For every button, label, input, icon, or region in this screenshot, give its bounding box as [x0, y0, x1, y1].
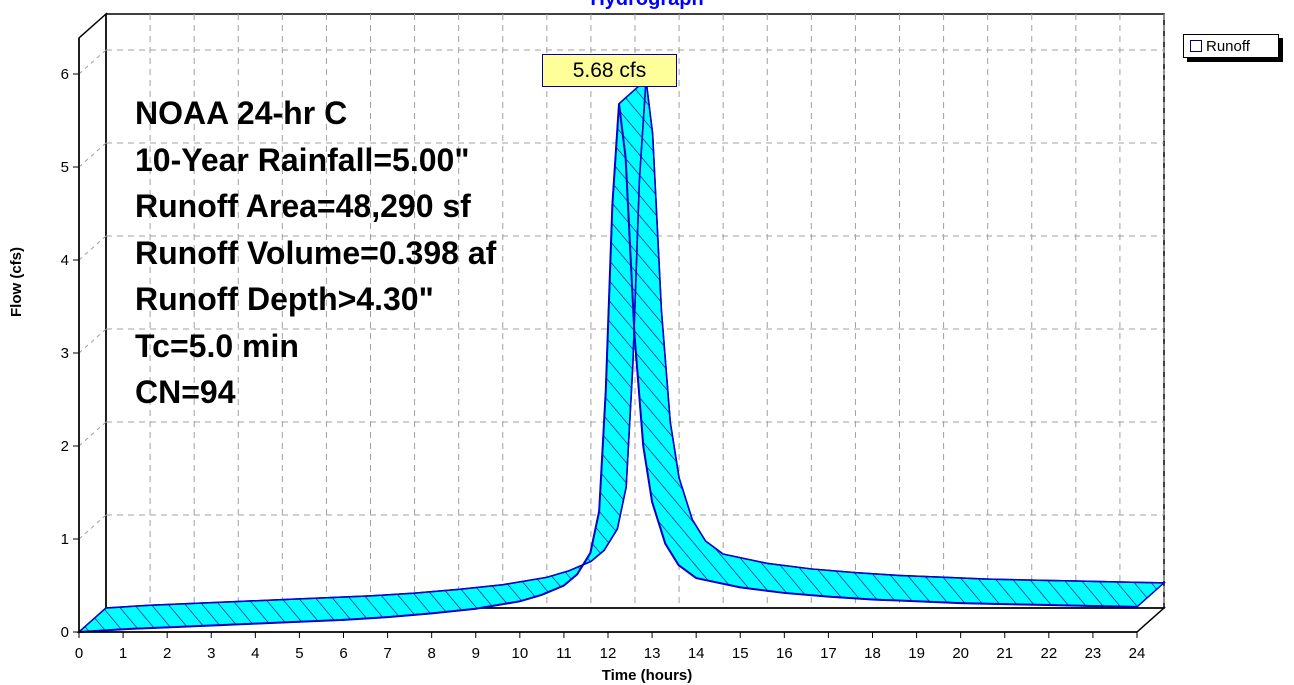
annotation-volume: Runoff Volume=0.398 af — [135, 234, 497, 271]
x-tick-label: 15 — [732, 645, 749, 662]
x-tick-label: 23 — [1085, 645, 1102, 662]
x-tick-label: 1 — [119, 645, 127, 662]
x-tick-label: 5 — [295, 645, 303, 662]
x-tick-label: 11 — [556, 645, 572, 662]
x-tick-label: 14 — [688, 645, 705, 662]
x-axis-label: Time (hours) — [601, 667, 693, 684]
annotation-tc: Tc=5.0 min — [135, 327, 299, 364]
grid-line-side — [78, 142, 107, 168]
x-tick-label: 24 — [1129, 645, 1146, 662]
y-tick-label: 1 — [61, 531, 69, 548]
x-tick-label: 17 — [820, 645, 837, 662]
y-tick-label: 6 — [61, 66, 69, 83]
grid-line-side — [78, 49, 107, 75]
annotation-rainfall: 10-Year Rainfall=5.00" — [135, 141, 470, 178]
grid-line-side — [78, 514, 107, 540]
annotation-storm: NOAA 24-hr C — [135, 95, 348, 131]
x-tick-label: 19 — [908, 645, 925, 662]
x-tick-label: 12 — [600, 645, 617, 662]
legend-label-runoff: Runoff — [1206, 37, 1250, 55]
x-tick-label: 18 — [864, 645, 881, 662]
y-tick-label: 5 — [61, 159, 69, 176]
runoff-line-front — [78, 103, 1138, 633]
x-tick-label: 0 — [75, 645, 83, 662]
chart-title: Hydrograph — [0, 0, 1294, 11]
annotation-block: NOAA 24-hr C 10-Year Rainfall=5.00" Runo… — [135, 90, 496, 416]
annotation-area: Runoff Area=48,290 sf — [135, 188, 471, 224]
y-axis-label: Flow (cfs) — [8, 247, 25, 317]
peak-flow-callout: 5.68 cfs — [542, 54, 677, 87]
x-tick-label: 7 — [383, 645, 391, 662]
legend: Runoff — [1183, 34, 1279, 58]
y-tick-label: 4 — [61, 252, 69, 269]
annotation-depth: Runoff Depth>4.30" — [135, 281, 434, 317]
x-tick-label: 16 — [776, 645, 793, 662]
left-wall — [78, 12, 107, 634]
x-tick-label: 10 — [511, 645, 528, 662]
runoff-line-back — [105, 79, 1165, 609]
x-tick-label: 22 — [1040, 645, 1057, 662]
legend-swatch-runoff — [1190, 40, 1202, 52]
grid-line-side — [78, 421, 107, 447]
x-tick-label: 8 — [427, 645, 435, 662]
y-tick-label: 0 — [61, 624, 69, 641]
x-tick-label: 13 — [644, 645, 661, 662]
y-tick-label: 2 — [61, 438, 69, 455]
y-tick-label: 3 — [61, 345, 69, 362]
x-tick-label: 21 — [996, 645, 1013, 662]
annotation-cn: CN=94 — [135, 374, 236, 410]
x-tick-label: 2 — [163, 645, 171, 662]
x-tick-label: 3 — [207, 645, 215, 662]
x-tick-label: 4 — [251, 645, 259, 662]
x-tick-label: 20 — [952, 645, 969, 662]
x-tick-label: 6 — [339, 645, 347, 662]
grid-line-side — [78, 328, 107, 354]
x-tick-label: 9 — [472, 645, 480, 662]
grid-line-side — [78, 235, 107, 261]
